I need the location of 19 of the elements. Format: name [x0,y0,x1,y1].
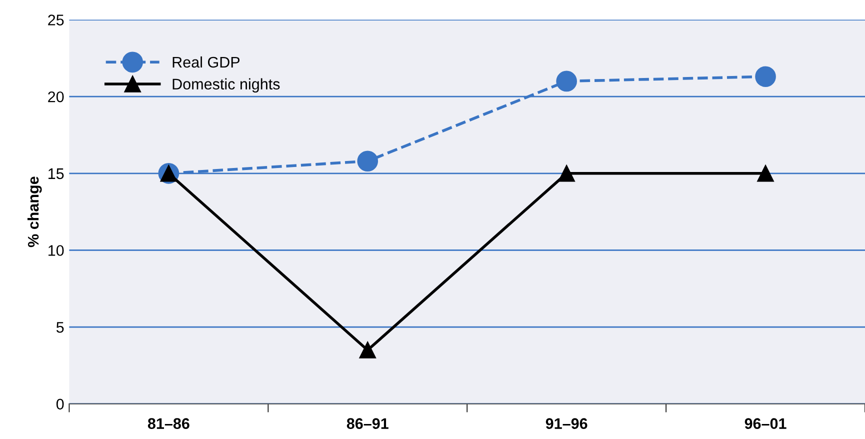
point [757,165,774,182]
y-tick-label: 25 [48,14,64,26]
point [359,342,376,358]
y-tick-label: 15 [48,168,64,180]
point [558,165,575,182]
x-tick-label: 81–86 [148,418,190,429]
y-tick-label: 5 [56,322,64,333]
point [755,66,776,88]
point [556,70,577,92]
x-tick-label: 86–91 [346,418,388,429]
x-tick-label: 96–01 [744,418,786,429]
y-tick-label: 20 [48,91,64,102]
x-tick-label: 91–96 [546,418,588,429]
point [357,150,378,172]
legend-label: Real GDP [172,56,240,68]
y-tick-label: 10 [48,245,64,256]
y-axis-title: % change [27,176,42,248]
y-tick-label: 0 [56,398,64,410]
legend-label: Domestic nights [172,78,280,93]
